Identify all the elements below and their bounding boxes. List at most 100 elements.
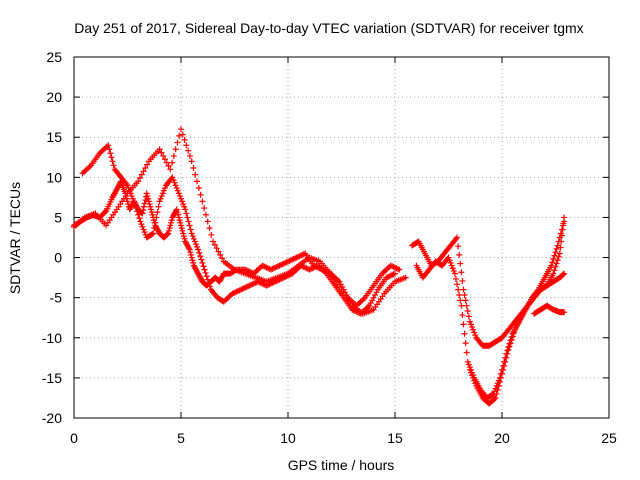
data-point xyxy=(454,234,461,241)
y-tick-label: 0 xyxy=(54,250,62,266)
data-point xyxy=(196,249,203,256)
data-point xyxy=(148,209,155,216)
data-point xyxy=(452,235,459,242)
data-point xyxy=(205,279,212,286)
data-point xyxy=(187,249,194,256)
data-point xyxy=(458,269,465,276)
data-point xyxy=(133,205,140,212)
data-point xyxy=(141,229,148,236)
data-point xyxy=(168,219,175,226)
data-point xyxy=(156,198,163,205)
data-point xyxy=(161,185,168,192)
data-point xyxy=(139,210,146,217)
data-point xyxy=(194,243,201,250)
data-point xyxy=(208,231,215,238)
data-point xyxy=(553,260,560,267)
data-point xyxy=(148,206,155,213)
y-tick-label: -15 xyxy=(42,370,62,386)
data-point xyxy=(160,152,167,159)
data-point xyxy=(464,358,471,365)
data-point xyxy=(463,302,470,309)
y-tick-label: 15 xyxy=(46,129,62,145)
data-point xyxy=(561,270,568,277)
data-point xyxy=(140,168,147,175)
data-point xyxy=(560,220,567,227)
data-point xyxy=(187,251,194,258)
data-point xyxy=(510,330,517,337)
data-point xyxy=(456,251,463,258)
data-point xyxy=(184,214,191,221)
data-point xyxy=(124,182,131,189)
data-point xyxy=(188,254,195,261)
data-point xyxy=(502,358,509,365)
data-point xyxy=(463,349,470,356)
data-point xyxy=(177,219,184,226)
data-point xyxy=(215,248,222,255)
data-point xyxy=(448,262,455,269)
data-point xyxy=(504,350,511,357)
data-point xyxy=(179,227,186,234)
data-point xyxy=(166,225,173,232)
data-point xyxy=(159,190,166,197)
data-point xyxy=(168,217,175,224)
data-point xyxy=(170,152,177,159)
data-point xyxy=(102,209,109,216)
data-point xyxy=(201,266,208,273)
data-point xyxy=(142,164,149,171)
data-point xyxy=(161,156,168,163)
data-point xyxy=(199,259,206,266)
data-point xyxy=(189,233,196,240)
data-point xyxy=(185,245,192,252)
data-point xyxy=(553,245,560,252)
data-point xyxy=(149,211,156,218)
x-axis-label: GPS time / hours xyxy=(288,457,395,473)
y-tick-label: 10 xyxy=(46,169,62,185)
data-point xyxy=(144,161,151,168)
data-point xyxy=(459,277,466,284)
data-point xyxy=(551,267,558,274)
y-tick-label: 20 xyxy=(46,89,62,105)
data-point xyxy=(194,178,201,185)
data-point xyxy=(560,271,567,278)
data-point xyxy=(561,309,568,316)
data-point xyxy=(558,238,565,245)
data-point xyxy=(175,211,182,218)
data-point xyxy=(139,223,146,230)
data-point xyxy=(202,269,209,276)
data-point xyxy=(190,259,197,266)
data-point xyxy=(457,260,464,267)
data-point xyxy=(178,222,184,229)
data-point xyxy=(135,178,142,185)
data-point xyxy=(157,195,164,202)
data-point xyxy=(136,215,143,222)
y-tick-label: -5 xyxy=(50,290,63,306)
data-point xyxy=(109,158,116,165)
data-point xyxy=(190,164,197,171)
data-point xyxy=(186,152,193,159)
data-point xyxy=(494,386,501,393)
data-point xyxy=(455,286,462,293)
data-point xyxy=(500,366,507,373)
data-point xyxy=(467,369,474,376)
data-point xyxy=(451,270,458,277)
data-point xyxy=(461,330,468,337)
data-point xyxy=(557,244,564,251)
data-point xyxy=(180,201,187,208)
chart-title: Day 251 of 2017, Sidereal Day-to-day VTE… xyxy=(74,20,583,36)
data-point xyxy=(499,370,505,377)
data-point xyxy=(392,270,398,277)
data-point xyxy=(143,190,150,197)
data-point xyxy=(181,136,188,143)
data-point xyxy=(170,177,177,184)
data-point xyxy=(169,159,176,166)
data-point xyxy=(110,162,117,169)
data-point xyxy=(555,253,562,260)
data-point xyxy=(496,378,503,385)
data-point xyxy=(176,193,183,200)
data-point xyxy=(556,250,563,257)
data-point xyxy=(135,211,142,218)
data-point xyxy=(176,132,183,139)
data-point xyxy=(402,274,409,281)
data-point xyxy=(201,205,208,212)
